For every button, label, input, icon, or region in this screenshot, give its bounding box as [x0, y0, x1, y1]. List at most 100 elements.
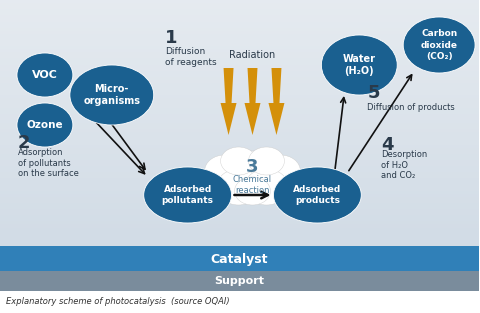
Bar	[0, 246, 479, 271]
Bar	[0, 129, 479, 132]
Bar	[0, 193, 479, 197]
Ellipse shape	[244, 169, 288, 205]
Polygon shape	[244, 68, 261, 135]
Text: Explanatory scheme of photocatalysis  (source OQAI): Explanatory scheme of photocatalysis (so…	[6, 297, 229, 306]
Bar	[0, 110, 479, 114]
Bar	[0, 243, 479, 246]
Text: Carbon
dioxide
(CO₂): Carbon dioxide (CO₂)	[420, 29, 457, 61]
Bar	[0, 73, 479, 77]
Text: VOC: VOC	[32, 70, 58, 80]
Text: Chemical
reaction: Chemical reaction	[233, 175, 272, 195]
Bar	[0, 85, 479, 89]
Bar	[0, 230, 479, 234]
Ellipse shape	[274, 167, 361, 223]
Text: Desorption
of H₂O
and CO₂: Desorption of H₂O and CO₂	[381, 150, 428, 180]
Bar	[0, 159, 479, 163]
Ellipse shape	[17, 103, 73, 147]
Ellipse shape	[216, 169, 261, 205]
Text: Adsorption
of pollutants
on the surface: Adsorption of pollutants on the surface	[18, 148, 79, 178]
Bar	[0, 169, 479, 172]
FancyArrowPatch shape	[335, 98, 346, 172]
Ellipse shape	[249, 147, 285, 175]
Polygon shape	[221, 68, 237, 135]
Bar	[0, 58, 479, 61]
Bar	[0, 181, 479, 184]
Bar	[0, 55, 479, 59]
Bar	[0, 12, 479, 15]
Bar	[0, 33, 479, 37]
Bar	[0, 233, 479, 237]
Bar	[0, 116, 479, 120]
Bar	[0, 107, 479, 111]
Text: 5: 5	[367, 84, 380, 102]
Bar	[0, 224, 479, 228]
Ellipse shape	[221, 147, 256, 175]
Ellipse shape	[261, 155, 300, 187]
Bar	[0, 156, 479, 160]
Bar	[0, 147, 479, 151]
Ellipse shape	[70, 65, 154, 125]
Text: Diffusion
of reagents: Diffusion of reagents	[165, 47, 216, 67]
Text: Water
(H₂O): Water (H₂O)	[343, 54, 376, 76]
Bar	[0, 3, 479, 6]
Bar	[0, 52, 479, 55]
Bar	[0, 76, 479, 80]
Bar	[0, 203, 479, 206]
Bar	[0, 24, 479, 28]
Bar	[0, 153, 479, 157]
Bar	[0, 190, 479, 194]
Bar	[0, 70, 479, 74]
Text: 1: 1	[165, 29, 177, 47]
Bar	[0, 208, 479, 212]
FancyArrowPatch shape	[82, 83, 145, 169]
Bar	[0, 95, 479, 98]
Text: 4: 4	[381, 136, 394, 154]
Text: Ozone: Ozone	[26, 120, 63, 130]
Bar	[0, 120, 479, 123]
Bar	[0, 30, 479, 34]
Text: Adsorbed
pollutants: Adsorbed pollutants	[162, 185, 214, 205]
Bar	[0, 236, 479, 240]
Text: 2: 2	[18, 134, 30, 152]
Bar	[0, 144, 479, 148]
Bar	[0, 239, 479, 243]
Bar	[0, 46, 479, 49]
Bar	[0, 135, 479, 138]
Bar	[0, 113, 479, 117]
Bar	[0, 178, 479, 182]
Bar	[0, 138, 479, 141]
Bar	[0, 162, 479, 166]
Bar	[0, 67, 479, 71]
Bar	[0, 227, 479, 231]
Ellipse shape	[204, 155, 244, 187]
Bar	[0, 172, 479, 175]
Bar	[0, 184, 479, 187]
Bar	[0, 18, 479, 22]
FancyArrowPatch shape	[82, 107, 144, 174]
Bar	[0, 291, 479, 313]
Ellipse shape	[235, 177, 270, 205]
Bar	[0, 150, 479, 154]
Ellipse shape	[144, 167, 231, 223]
Bar	[0, 141, 479, 145]
Text: Radiation: Radiation	[229, 50, 276, 60]
Bar	[0, 122, 479, 126]
Polygon shape	[268, 68, 285, 135]
Bar	[0, 101, 479, 105]
Bar	[0, 132, 479, 135]
Bar	[0, 104, 479, 108]
Bar	[0, 196, 479, 200]
Text: Support: Support	[215, 276, 264, 286]
Bar	[0, 89, 479, 92]
Bar	[0, 49, 479, 52]
Bar	[0, 166, 479, 169]
Ellipse shape	[17, 53, 73, 97]
Ellipse shape	[322, 35, 397, 95]
Bar	[0, 61, 479, 64]
Bar	[0, 21, 479, 25]
Bar	[0, 221, 479, 224]
FancyArrowPatch shape	[349, 75, 412, 171]
Bar	[0, 9, 479, 12]
Bar	[0, 212, 479, 215]
Text: Micro-
organisms: Micro- organisms	[83, 84, 140, 106]
